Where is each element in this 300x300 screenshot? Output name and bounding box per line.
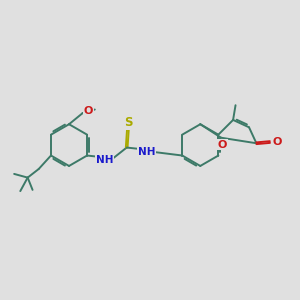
Text: O: O [218,140,227,150]
Text: O: O [84,106,93,116]
Text: NH: NH [95,155,113,165]
Text: O: O [272,137,281,147]
Text: NH: NH [138,148,155,158]
Text: S: S [124,116,132,129]
